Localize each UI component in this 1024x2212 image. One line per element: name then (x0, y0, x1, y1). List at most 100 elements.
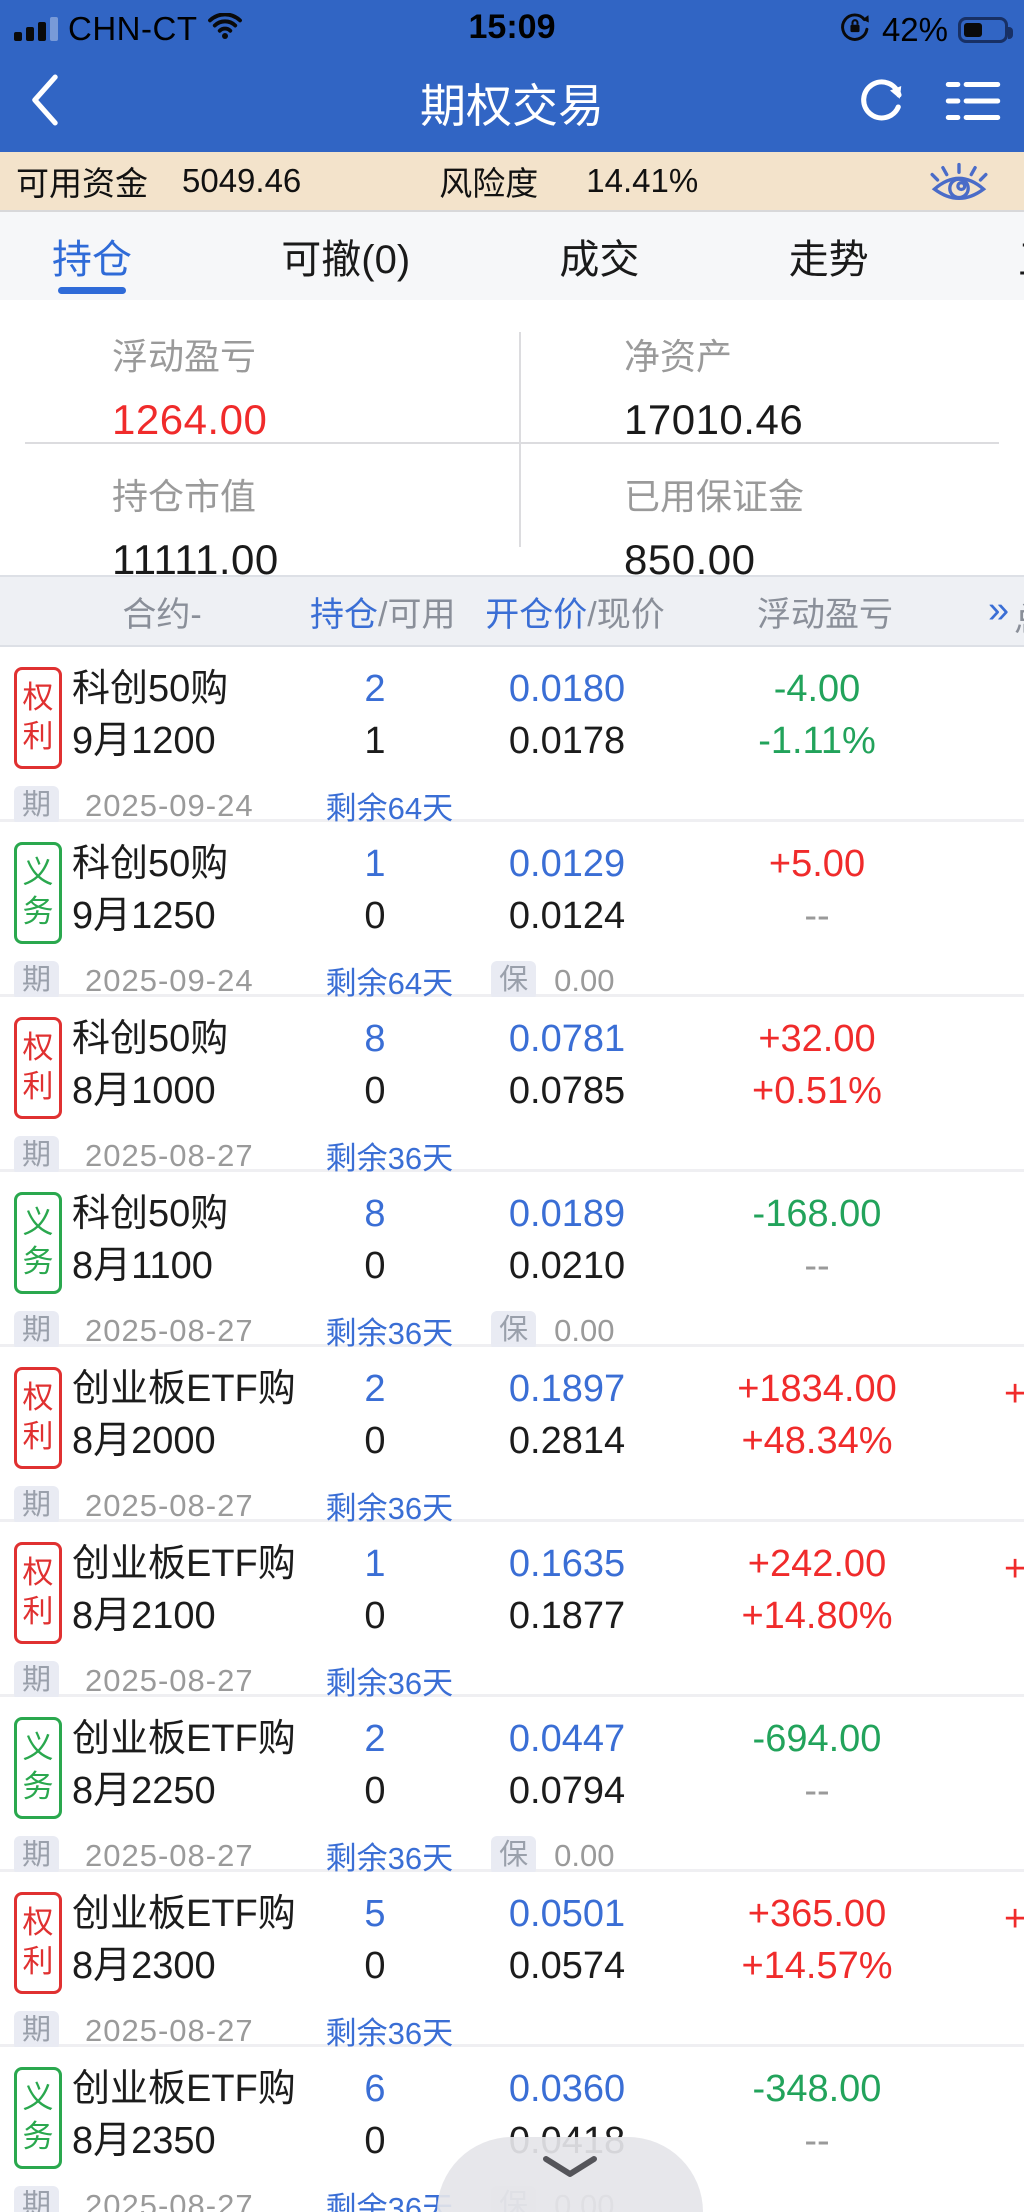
right-duty-badge: 权利 (14, 1367, 62, 1469)
days-remaining: 剩余36天 (325, 1666, 454, 1701)
floating-pnl-percent: +14.57% (741, 1945, 893, 1987)
position-qty: 1 (364, 1543, 386, 1585)
summary-floating-pnl: 浮动盈亏 1264.00 (0, 300, 512, 443)
tab-0[interactable]: 持仓 (52, 212, 132, 300)
position-qty: 2 (364, 1368, 386, 1410)
header-floating-pnl[interactable]: 浮动盈亏 (757, 595, 893, 634)
floating-pnl-percent: -- (804, 2120, 830, 2162)
floating-pnl-value: +5.00 (768, 843, 866, 885)
tab-4[interactable]: 五档 (1018, 212, 1024, 300)
position-row[interactable]: 权利 创业板ETF购 8月2000 2 0 0.1897 0.2814 +183… (0, 1347, 1024, 1526)
margin-tag-badge: 保 (491, 961, 537, 1000)
contract-name: 创业板ETF购 (72, 1543, 296, 1585)
floating-pnl-value: +242.00 (747, 1543, 887, 1585)
floating-pnl-value: +32.00 (758, 1018, 876, 1060)
position-row[interactable]: 权利 创业板ETF购 8月2300 5 0 0.0501 0.0574 +365… (0, 1872, 1024, 2051)
header-contract[interactable]: 合约- (122, 595, 202, 634)
contract-name-cell: 创业板ETF购 8月2100 (62, 1538, 308, 1644)
position-row[interactable]: 义务 创业板ETF购 8月2250 2 0 0.0447 0.0794 -694… (0, 1697, 1024, 1876)
summary-horizontal-divider (25, 442, 999, 444)
account-summary: 浮动盈亏 1264.00 净资产 17010.46 持仓市值 11111.00 … (0, 300, 1024, 583)
days-remaining: 剩余36天 (325, 1141, 454, 1176)
row-meta: 期 2025-08-27 剩余36天 保 0.00 (14, 1833, 1024, 1878)
tab-bar: 持仓 可撤(0) 成交 走势 五档 (0, 212, 1024, 300)
position-row[interactable]: 权利 科创50购 8月1000 8 0 0.0781 0.0785 +32.00… (0, 997, 1024, 1176)
position-row[interactable]: 义务 科创50购 8月1100 8 0 0.0189 0.0210 -168.0… (0, 1172, 1024, 1351)
last-price: 0.0794 (508, 1770, 626, 1812)
carrier-label: CHN-CT (68, 10, 198, 47)
margin-value: 0.00 (554, 1837, 615, 1873)
row-meta: 期 2025-08-27 剩余36天 (14, 1133, 1024, 1178)
battery-icon (958, 16, 1013, 43)
position-available-cell: 2 0 (308, 1363, 442, 1469)
available-funds-label: 可用资金 (16, 165, 148, 202)
menu-button[interactable] (944, 72, 1002, 130)
position-available-cell: 8 0 (308, 1188, 442, 1294)
expiry-date: 2025-08-27 (85, 2187, 254, 2212)
header-position-available[interactable]: 持仓/可用 (310, 595, 456, 634)
position-available-cell: 6 0 (308, 2063, 442, 2169)
summary-market-value: 持仓市值 11111.00 (0, 440, 512, 583)
pnl-cell: -694.00 -- (692, 1713, 942, 1819)
contract-name: 创业板ETF购 (72, 1368, 296, 1410)
days-remaining: 剩余64天 (325, 966, 454, 1001)
toggle-visibility-eye-icon[interactable] (928, 160, 990, 214)
refresh-button[interactable] (852, 72, 910, 130)
price-cell: 0.1897 0.2814 (442, 1363, 692, 1469)
days-remaining: 剩余36天 (325, 1491, 454, 1526)
nav-bar: 期权交易 (0, 54, 1024, 152)
header-open-last-price[interactable]: 开仓价/现价 (485, 595, 665, 634)
tab-3[interactable]: 走势 (788, 238, 869, 282)
status-bar: CHN-CT 15:09 (0, 0, 1024, 54)
price-cell: 0.0180 0.0178 (442, 663, 692, 769)
right-duty-badge: 义务 (14, 1717, 62, 1819)
contract-name: 创业板ETF购 (72, 2068, 296, 2110)
contract-name-cell: 创业板ETF购 8月2350 (62, 2063, 308, 2169)
row-meta: 期 2025-08-27 剩余36天 (14, 1658, 1024, 1703)
last-price: 0.0785 (508, 1070, 626, 1112)
contract-strike: 8月2250 (72, 1770, 216, 1812)
position-qty: 2 (364, 1718, 386, 1760)
right-duty-badge: 义务 (14, 842, 62, 944)
tab-2[interactable]: 成交 (559, 238, 640, 282)
floating-pnl-value: -348.00 (752, 2068, 882, 2110)
pull-handle[interactable] (437, 2137, 703, 2212)
expiry-tag-badge: 期 (14, 1661, 60, 1700)
summary-vertical-divider (519, 332, 521, 547)
contract-name-cell: 创业板ETF购 8月2250 (62, 1713, 308, 1819)
price-cell: 0.0129 0.0124 (442, 838, 692, 944)
expiry-tag-badge: 期 (14, 786, 60, 825)
available-qty: 1 (364, 720, 386, 762)
expiry-date: 2025-08-27 (85, 1662, 254, 1698)
contract-name-cell: 科创50购 9月1250 (62, 838, 308, 944)
tab-1[interactable]: 可撤(0) (281, 238, 411, 282)
market-value-label: 持仓市值 (112, 476, 257, 517)
pnl-cell: +1834.00 +48.34% (692, 1363, 942, 1469)
floating-pnl-value: 1264.00 (112, 396, 268, 443)
available-funds-value: 5049.46 (182, 162, 302, 199)
position-row[interactable]: 权利 创业板ETF购 8月2100 1 0 0.1635 0.1877 +242… (0, 1522, 1024, 1701)
open-price: 0.0447 (508, 1718, 626, 1760)
available-qty: 0 (364, 1070, 386, 1112)
margin-value: 0.00 (554, 1312, 615, 1348)
last-price: 0.2814 (508, 1420, 626, 1462)
pnl-cell: +5.00 -- (692, 838, 942, 944)
last-price: 0.0574 (508, 1945, 626, 1987)
floating-pnl-percent: -- (804, 1770, 830, 1812)
price-cell: 0.0447 0.0794 (442, 1713, 692, 1819)
position-row[interactable]: 义务 科创50购 9月1250 1 0 0.0129 0.0124 +5.00 … (0, 822, 1024, 1001)
summary-net-assets: 净资产 17010.46 (512, 300, 1024, 443)
contract-name: 科创50购 (72, 1193, 229, 1235)
available-qty: 0 (364, 1420, 386, 1462)
expiry-date: 2025-08-27 (85, 2012, 254, 2048)
position-row[interactable]: 权利 科创50购 9月1200 2 1 0.0180 0.0178 -4.00 … (0, 647, 1024, 826)
row-meta: 期 2025-09-24 剩余64天 (14, 783, 1024, 828)
right-duty-badge: 权利 (14, 667, 62, 769)
back-button[interactable] (28, 68, 76, 132)
position-qty: 8 (364, 1193, 386, 1235)
floating-pnl-percent: -1.11% (758, 720, 876, 762)
floating-pnl-percent: -- (804, 1245, 830, 1287)
more-columns-chevron-icon[interactable]: » (988, 589, 1010, 631)
position-qty: 5 (364, 1893, 386, 1935)
position-available-cell: 1 0 (308, 838, 442, 944)
